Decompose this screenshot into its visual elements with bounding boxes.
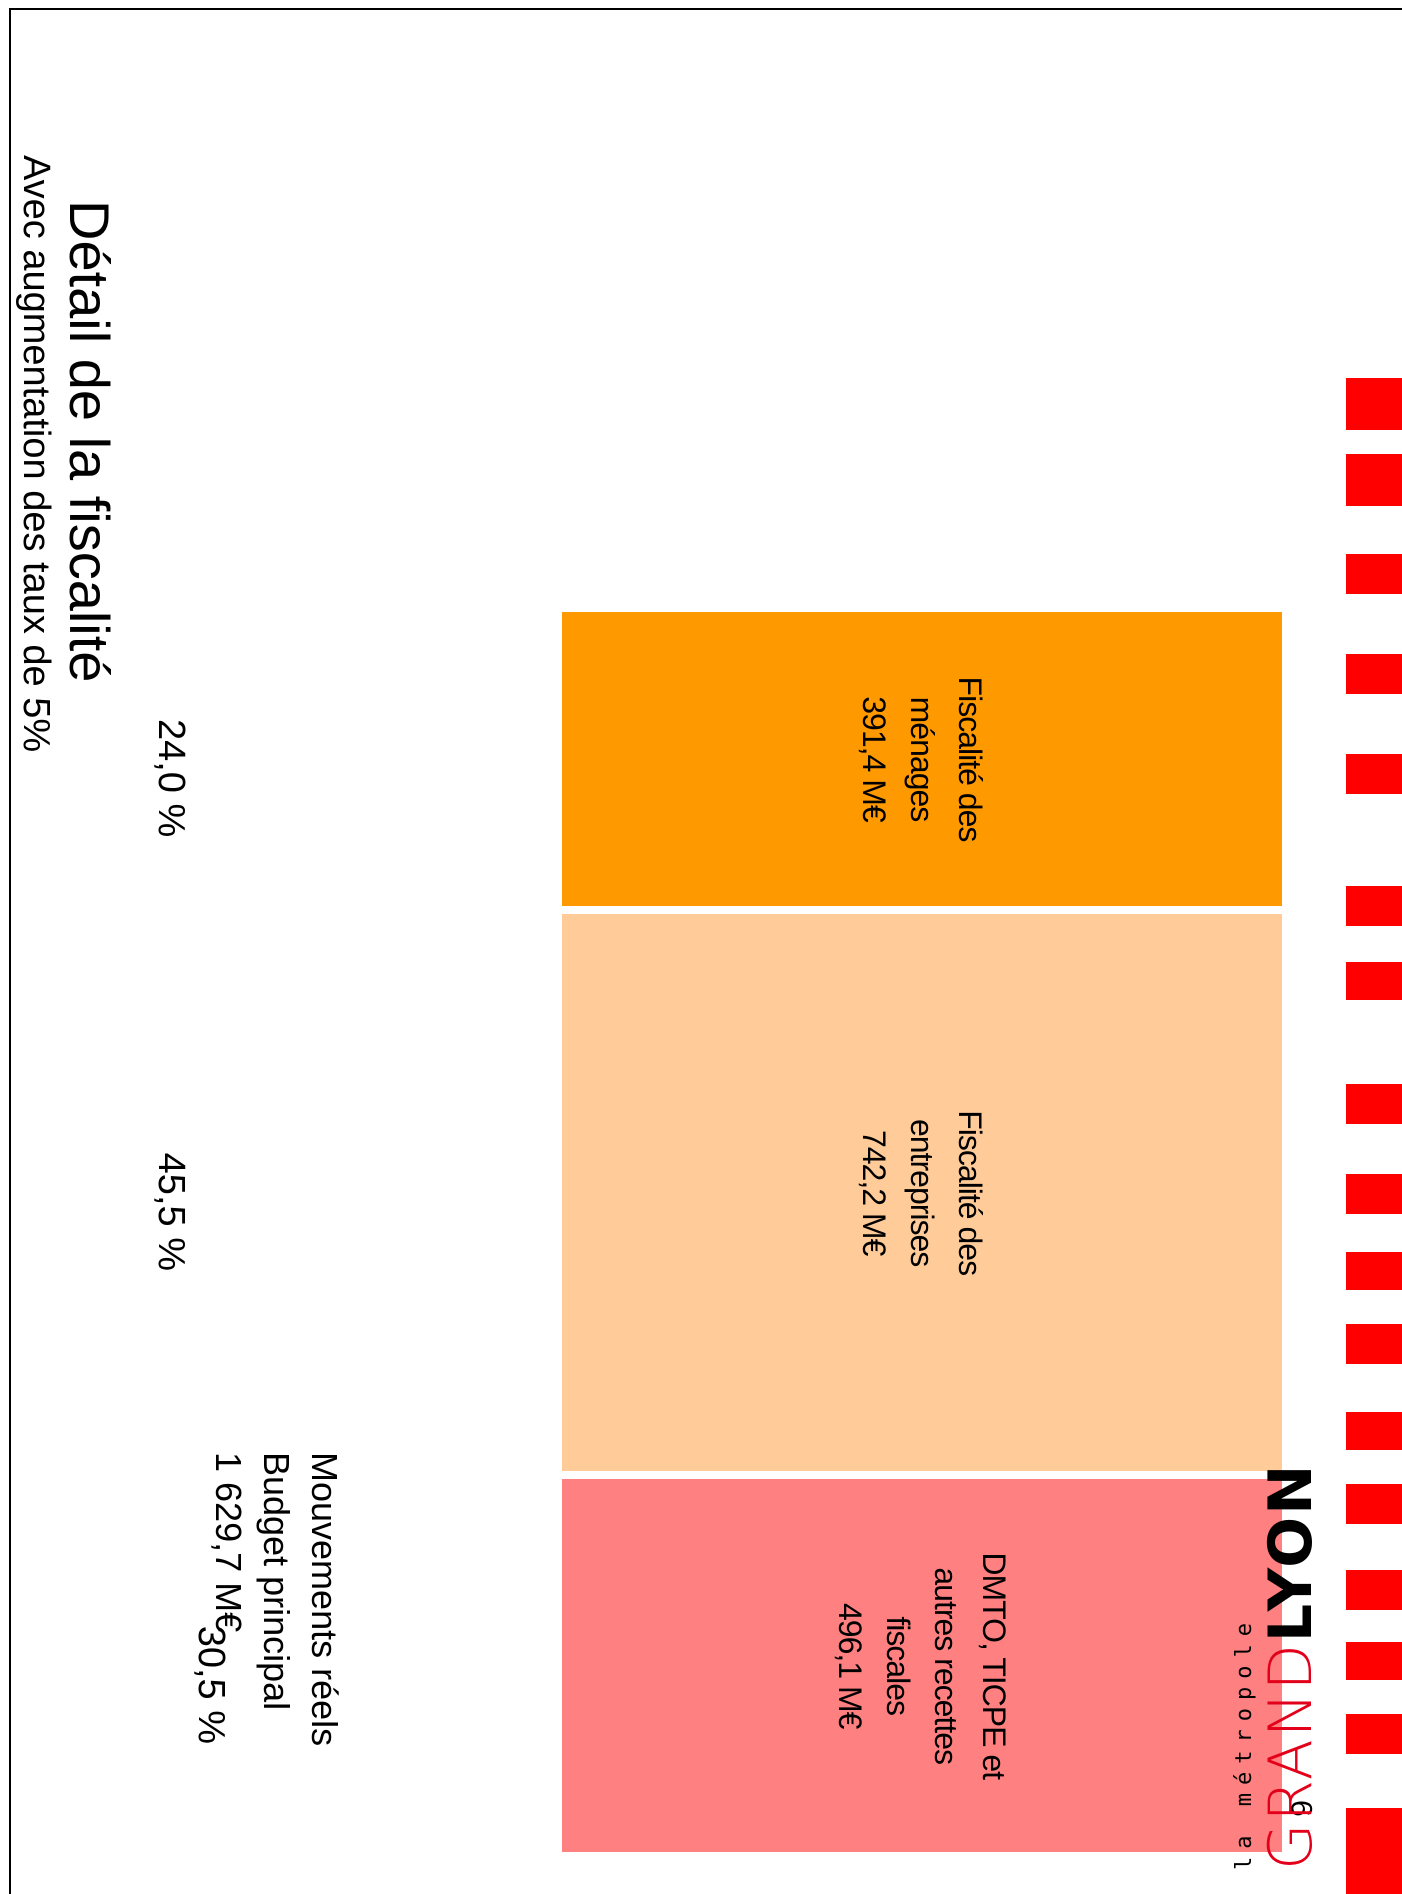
bar-value-label: 496,1 M€ <box>832 1602 868 1729</box>
stripe <box>1346 1714 1402 1754</box>
subtitle: Avec augmentation des taux de 5% <box>15 155 57 753</box>
logo-sub-text: la métropole <box>1232 1615 1257 1870</box>
bar-label-line: ménages <box>904 696 940 822</box>
page-title: Détail de la fiscalité <box>58 200 121 683</box>
stripe <box>1346 1252 1402 1290</box>
logo-grand-text: GRAND <box>1256 1642 1326 1870</box>
logo-lyon-text: LYON <box>1256 1462 1326 1643</box>
stripe <box>1346 654 1402 694</box>
stripe <box>1346 1570 1402 1610</box>
stripe <box>1346 754 1402 794</box>
stripe <box>1346 1084 1402 1124</box>
bar-label-line: entreprises <box>904 1119 940 1267</box>
stripe <box>1346 1642 1402 1680</box>
stripe <box>1346 554 1402 594</box>
stripe <box>1346 886 1402 926</box>
stripe <box>1346 1484 1402 1524</box>
bar-label-line: fiscales <box>880 1616 916 1716</box>
bar-label-line: autres recettes <box>928 1567 964 1764</box>
header-line: Mouvements réels <box>304 1452 345 1747</box>
stripe <box>1346 454 1402 506</box>
percent-label-menages: 24,0 % <box>150 718 192 838</box>
bar-label-line: Fiscalité des <box>952 676 988 842</box>
bar-label-line: Fiscalité des <box>952 1110 988 1276</box>
bar-value-label: 391,4 M€ <box>856 696 892 822</box>
bar-segment-dmto: DMTO, TICPE et autres recettes fiscales … <box>562 1479 1282 1852</box>
stripe <box>1346 1808 1402 1894</box>
bar-segment-entreprises: Fiscalité des entreprises 742,2 M€ <box>562 913 1282 1472</box>
stripe <box>1346 378 1402 430</box>
bar-value-label: 742,2 M€ <box>856 1129 892 1256</box>
stripe <box>1346 1412 1402 1450</box>
stripe <box>1346 1324 1402 1364</box>
percent-label-dmto: 30,5 % <box>190 1625 232 1744</box>
slide-frame <box>9 8 1402 1894</box>
stripe <box>1346 962 1402 1000</box>
stripe <box>1346 1174 1402 1214</box>
bar-label-line: DMTO, TICPE et <box>976 1552 1012 1779</box>
bar-segment-menages: Fiscalité des ménages 391,4 M€ <box>562 612 1282 906</box>
percent-label-entreprises: 45,5 % <box>150 1152 192 1271</box>
header-line: Budget principal <box>256 1452 297 1711</box>
logo-wordmark: GRANDLYON <box>1256 1463 1326 1870</box>
